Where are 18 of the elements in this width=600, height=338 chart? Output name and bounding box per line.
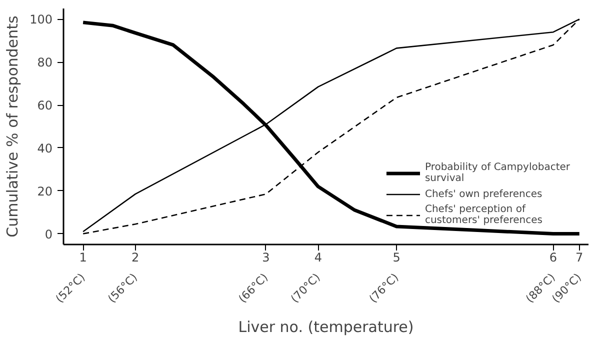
y-tick-label: 0 (44, 227, 53, 242)
text: 3 (262, 250, 270, 264)
legend-label: Chefs' own preferences (424, 188, 542, 200)
text: 4 (314, 250, 322, 264)
y-tick-label: 100 (30, 12, 52, 27)
text: 6 (549, 250, 558, 264)
text: 7 (576, 250, 584, 264)
text: 1 (79, 250, 87, 264)
y-tick-label: 80 (37, 56, 53, 70)
legend-label: Chefs' perception of customers' preferences (424, 204, 543, 226)
x-axis-title: Liver no. (temperature) (238, 318, 414, 336)
text: 5 (392, 250, 400, 264)
y-tick-label: 60 (37, 98, 53, 113)
legend-label: Probability of Campylobacter survival (424, 162, 570, 184)
text: 2 (132, 250, 140, 264)
y-tick-label: 40 (37, 141, 53, 156)
y-tick-label: 20 (37, 184, 53, 198)
y-axis-title: Cumulative % of respondents (4, 15, 22, 238)
